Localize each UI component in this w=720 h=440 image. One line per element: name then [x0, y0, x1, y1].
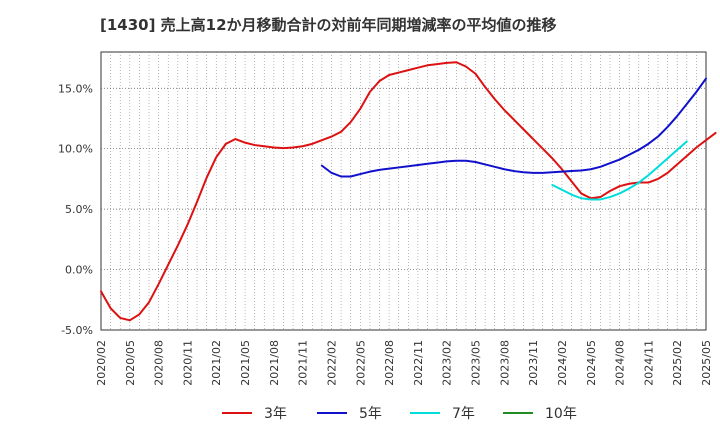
x-tick-label: 2021/02 [210, 340, 223, 386]
x-tick-label: 2023/05 [470, 340, 483, 386]
x-tick-label: 2021/11 [297, 340, 310, 386]
x-tick-label: 2022/02 [325, 340, 338, 386]
y-tick-label: 10.0% [58, 143, 93, 156]
legend-label: 5年 [359, 406, 382, 422]
y-tick-label: 15.0% [58, 82, 93, 95]
x-tick-label: 2020/11 [181, 340, 194, 386]
x-tick-label: 2024/02 [556, 340, 569, 386]
x-tick-label: 2022/11 [412, 340, 425, 386]
chart-title: [1430] 売上高12か月移動合計の対前年同期増減率の平均値の推移 [100, 16, 557, 34]
x-tick-label: 2021/05 [239, 340, 252, 386]
x-tick-label: 2022/08 [383, 340, 396, 386]
series-line-7年 [551, 140, 688, 201]
x-tick-label: 2024/08 [614, 340, 627, 386]
x-tick-label: 2024/11 [642, 340, 655, 386]
y-tick-label: -5.0% [61, 324, 93, 337]
x-tick-label: 2025/05 [700, 340, 713, 386]
x-tick-label: 2020/05 [124, 340, 137, 386]
series-line-5年 [320, 77, 707, 178]
y-tick-label: 5.0% [65, 203, 93, 216]
plot-area [100, 51, 707, 331]
x-tick-label: 2020/08 [153, 340, 166, 386]
x-tick-label: 2024/05 [585, 340, 598, 386]
x-tick-label: 2021/08 [268, 340, 281, 386]
legend-label: 7年 [452, 406, 475, 422]
x-tick-label: 2020/02 [95, 340, 108, 386]
x-tick-label: 2023/08 [498, 340, 511, 386]
x-tick-label: 2023/02 [441, 340, 454, 386]
x-tick-label: 2025/02 [671, 340, 684, 386]
y-tick-label: 0.0% [65, 264, 93, 277]
legend-label: 3年 [264, 406, 287, 422]
x-tick-label: 2022/05 [354, 340, 367, 386]
x-tick-label: 2023/11 [527, 340, 540, 386]
series-line-3年 [100, 61, 717, 322]
legend-label: 10年 [545, 406, 577, 422]
